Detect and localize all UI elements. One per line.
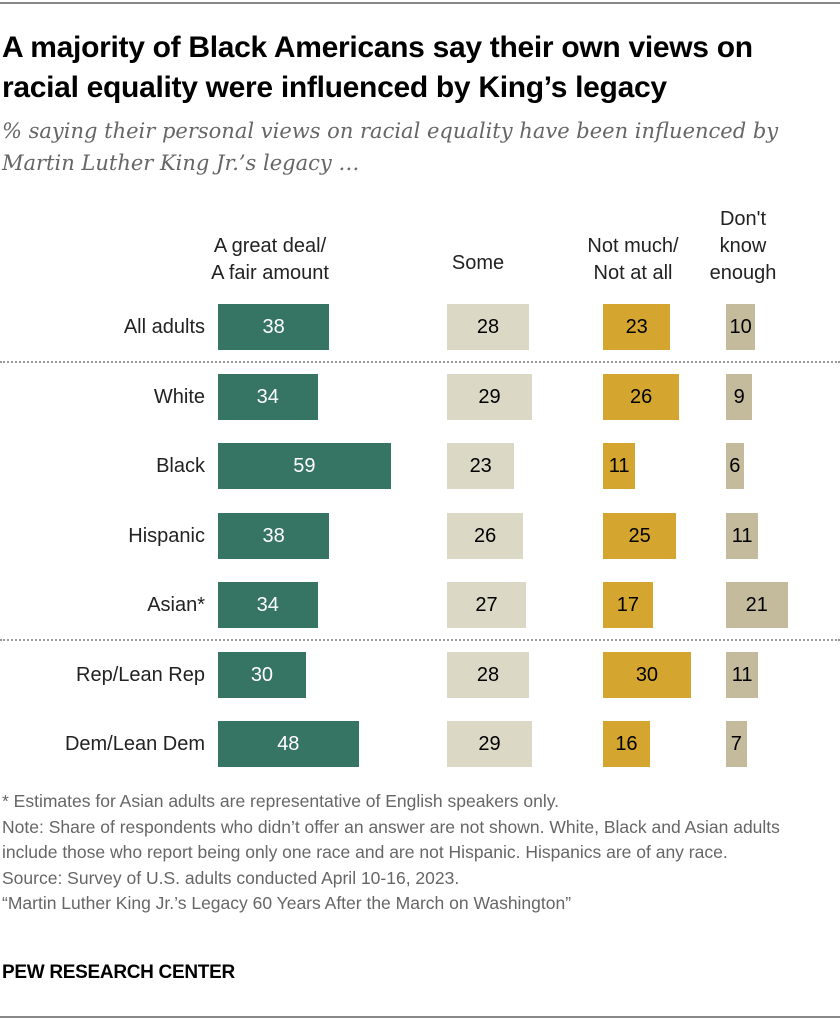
data-label: 26 [473, 525, 497, 547]
row-label: Black [156, 455, 205, 477]
bar: 29 [447, 374, 532, 420]
report-title: “Martin Luther King Jr.’s Legacy 60 Year… [2, 893, 572, 913]
bar: 59 [218, 443, 391, 489]
data-label: 30 [635, 664, 659, 686]
bar: 34 [218, 582, 318, 628]
row-label: Dem/Lean Dem [64, 733, 205, 755]
bar: 25 [603, 513, 677, 559]
bar: 9 [726, 374, 753, 420]
bar: 17 [603, 582, 653, 628]
bar: 11 [726, 652, 759, 698]
bar: 11 [603, 443, 636, 489]
bar: 26 [603, 374, 680, 420]
data-label: 11 [731, 664, 753, 686]
data-label: 7 [730, 733, 742, 755]
data-label: 34 [256, 386, 279, 408]
data-label: 9 [733, 386, 745, 408]
bar: 10 [726, 304, 756, 350]
note: Note: Share of respondents who didn’t of… [2, 816, 780, 863]
data-label: 6 [729, 455, 741, 477]
column-header: A great deal/ A fair amount [211, 235, 329, 284]
bar: 26 [447, 513, 524, 559]
data-label: 17 [616, 594, 640, 616]
data-label: 30 [250, 664, 274, 686]
footnote-asian: * Estimates for Asian adults are represe… [2, 791, 560, 811]
data-label: 26 [629, 386, 653, 408]
chart-subtitle: % saying their personal views on racial … [2, 119, 779, 175]
bar: 28 [447, 304, 530, 350]
data-label: 38 [262, 525, 285, 547]
bar: 29 [447, 721, 532, 767]
data-label: 48 [277, 733, 300, 755]
bottom-rule [0, 1016, 840, 1018]
bar: 27 [447, 582, 527, 628]
data-label: 10 [729, 316, 752, 338]
brand-logo-text: PEW RESEARCH CENTER [2, 962, 235, 983]
row-label: White [153, 386, 205, 408]
column-header: Don't know enough [709, 208, 777, 284]
bar: 28 [447, 652, 530, 698]
column-header: Some [451, 252, 505, 274]
bar: 23 [603, 304, 671, 350]
source: Source: Survey of U.S. adults conducted … [2, 867, 460, 888]
bar: 30 [603, 652, 691, 698]
bar: 34 [218, 374, 318, 420]
bar: 23 [447, 443, 515, 489]
data-label: 59 [293, 455, 316, 477]
data-label: 28 [476, 316, 500, 338]
bar: 30 [218, 652, 306, 698]
data-label: 27 [475, 594, 498, 616]
data-label: 21 [745, 594, 768, 616]
bar: 48 [218, 721, 359, 767]
data-label: 34 [256, 594, 279, 616]
notes: * Estimates for Asian adults are represe… [2, 789, 832, 917]
chart-title: A majority of Black Americans say their … [2, 31, 753, 104]
bar: 38 [218, 513, 330, 559]
row-label: Hispanic [128, 525, 205, 547]
bar: 21 [726, 582, 788, 628]
bar: 16 [603, 721, 650, 767]
data-label: 25 [628, 525, 651, 547]
bar: 7 [726, 721, 747, 767]
column-header: Not much/ Not at all [587, 235, 679, 284]
row-label: Rep/Lean Rep [76, 664, 205, 686]
data-label: 16 [615, 733, 638, 755]
data-label: 11 [608, 455, 630, 477]
bar: 11 [726, 513, 759, 559]
row-label: All adults [123, 316, 205, 338]
data-label: 38 [262, 316, 285, 338]
group-divider [0, 361, 840, 363]
top-rule [0, 2, 840, 4]
data-label: 29 [478, 386, 501, 408]
bar: 6 [726, 443, 744, 489]
data-label: 11 [731, 525, 753, 547]
data-label: 23 [469, 455, 492, 477]
group-divider [0, 639, 840, 641]
bar: 38 [218, 304, 330, 350]
row-label: Asian* [147, 594, 205, 616]
data-label: 28 [476, 664, 500, 686]
data-label: 29 [478, 733, 501, 755]
data-label: 23 [625, 316, 648, 338]
